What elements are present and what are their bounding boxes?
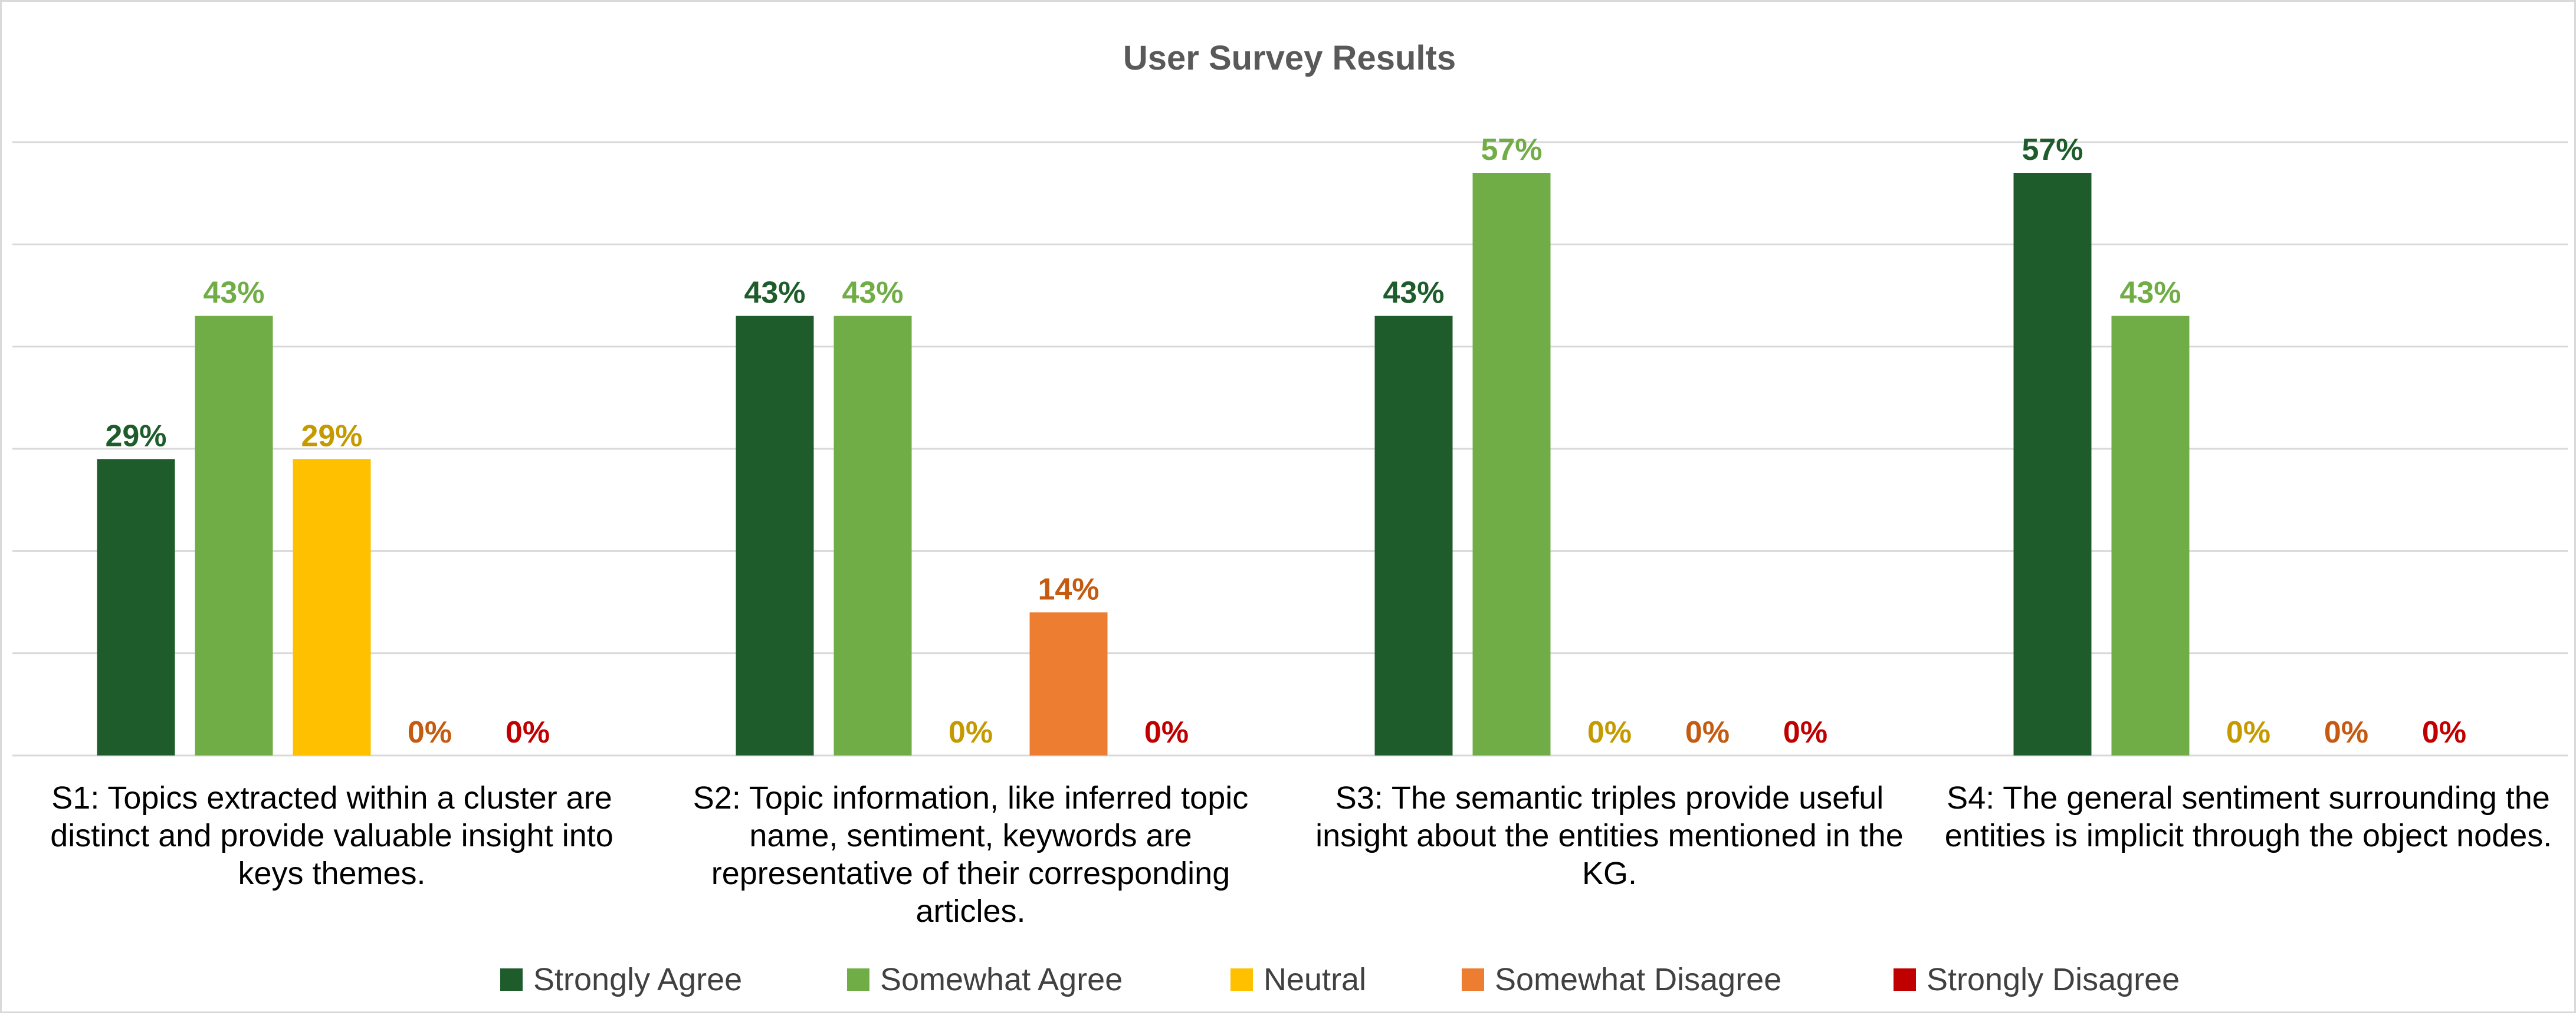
category-label: S4: The general sentiment surrounding th…	[1944, 780, 2552, 853]
legend-swatch	[1462, 968, 1484, 991]
category-label: S1: Topics extracted within a cluster ar…	[50, 780, 613, 891]
bar	[833, 316, 912, 755]
data-label: 43%	[2119, 276, 2181, 310]
data-label: 0%	[1783, 715, 1827, 750]
data-label: 0%	[949, 715, 993, 750]
legend-swatch	[500, 968, 523, 991]
chart-title: User Survey Results	[1123, 39, 1456, 77]
bar	[97, 459, 175, 755]
legend-swatch	[847, 968, 869, 991]
category-label: S3: The semantic triples provide useful …	[1315, 780, 1904, 891]
data-label: 29%	[301, 419, 362, 453]
legend-label: Somewhat Agree	[880, 962, 1123, 997]
data-label: 43%	[203, 276, 264, 310]
data-label: 43%	[842, 276, 903, 310]
data-label: 57%	[2022, 133, 2083, 167]
legend-label: Strongly Agree	[533, 962, 743, 997]
data-label: 0%	[2226, 715, 2270, 750]
legend-item: Somewhat Disagree	[1462, 956, 1781, 1003]
data-label: 0%	[506, 715, 550, 750]
legend: Strongly Agree Somewhat Agree Neutral Somew…	[2, 956, 2576, 1003]
data-label: 29%	[105, 419, 166, 453]
data-label: 0%	[1685, 715, 1730, 750]
bar	[2111, 316, 2190, 755]
bar	[293, 459, 371, 755]
legend-item: Somewhat Agree	[847, 956, 1123, 1003]
data-label: 0%	[2422, 715, 2466, 750]
legend-label: Somewhat Disagree	[1495, 962, 1782, 997]
legend-label: Strongly Disagree	[1927, 962, 2180, 997]
legend-swatch	[1894, 968, 1916, 991]
data-label: 0%	[1587, 715, 1632, 750]
category-label: S2: Topic information, like inferred top…	[693, 780, 1249, 929]
data-labels: 29% 43% 29% 0% 0% 43% 43% 0% 14% 0% 43% 57% 0% 0% 0% 57…	[105, 133, 2466, 750]
bar	[1472, 173, 1551, 755]
bar	[2013, 173, 2092, 755]
legend-label: Neutral	[1264, 962, 1367, 997]
data-label: 0%	[2324, 715, 2368, 750]
bars	[97, 173, 2190, 755]
bar	[195, 316, 273, 755]
data-label: 14%	[1038, 572, 1099, 606]
data-label: 0%	[408, 715, 452, 750]
legend-swatch	[1230, 968, 1253, 991]
bar	[1029, 612, 1108, 755]
legend-item: Neutral	[1230, 956, 1366, 1003]
data-label: 43%	[1383, 276, 1444, 310]
data-label: 0%	[1144, 715, 1189, 750]
data-label: 43%	[744, 276, 805, 310]
bar	[1374, 316, 1453, 755]
bar	[736, 316, 814, 755]
legend-item: Strongly Disagree	[1894, 956, 2180, 1003]
data-label: 57%	[1481, 133, 1542, 167]
legend-item: Strongly Agree	[500, 956, 742, 1003]
